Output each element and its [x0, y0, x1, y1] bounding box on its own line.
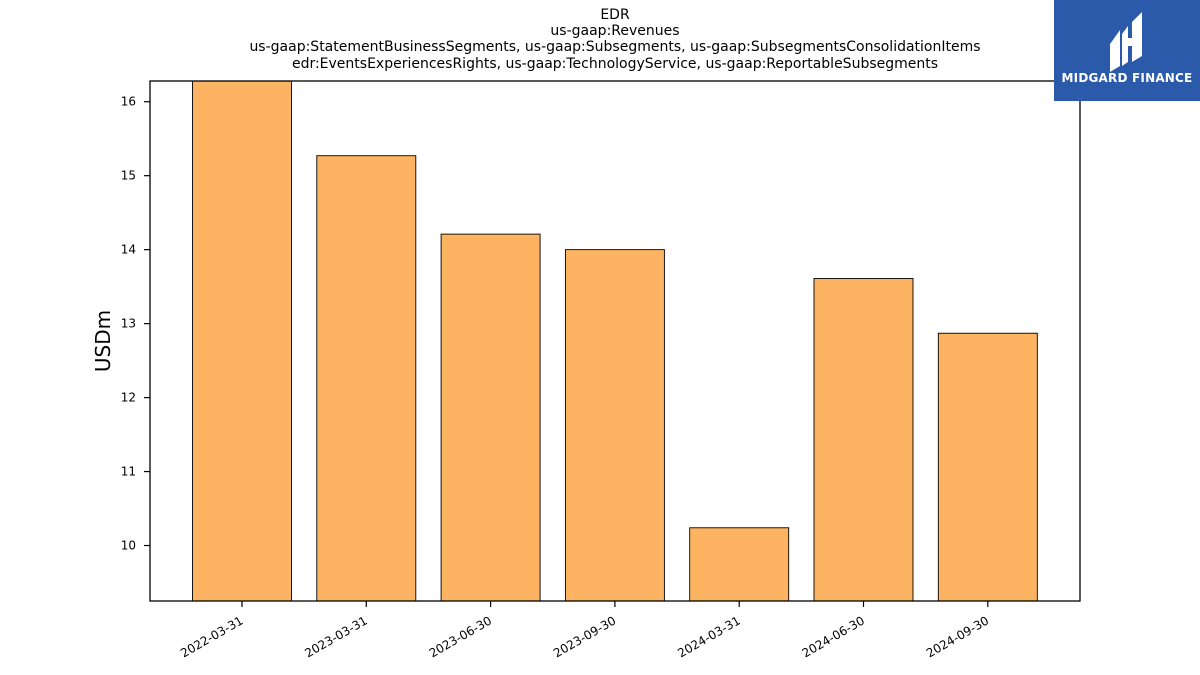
y-axis: 10 11 12 13 14 15 16: [121, 95, 150, 553]
x-axis: 2022-03-31 2023-03-31 2023-06-30 2023-09-30…: [178, 601, 991, 660]
bar: [440, 233, 541, 602]
chart-title-line: EDR: [600, 7, 630, 23]
bar-group: [192, 80, 1038, 602]
logo-text: MIDGARD FINANCE: [1061, 71, 1193, 85]
bar: [937, 332, 1038, 602]
x-tick-label: 2023-03-31: [302, 613, 369, 660]
y-tick-label: 12: [121, 391, 136, 405]
y-tick-label: 16: [121, 95, 136, 109]
x-tick-label: 2022-03-31: [178, 613, 245, 660]
y-tick-label: 14: [121, 243, 136, 257]
midgard-finance-logo: MIDGARD FINANCE: [1054, 0, 1200, 101]
bar: [316, 155, 417, 602]
x-tick-label: 2024-09-30: [924, 613, 991, 660]
bar: [192, 80, 292, 602]
y-tick-label: 11: [121, 465, 136, 479]
x-tick-label: 2024-03-31: [675, 613, 742, 660]
bar: [689, 527, 790, 602]
x-tick-label: 2023-06-30: [427, 613, 494, 660]
chart-title-line: us-gaap:StatementBusinessSegments, us-ga…: [249, 39, 981, 55]
y-tick-label: 10: [121, 539, 136, 553]
y-tick-label: 13: [121, 317, 136, 331]
midgard-logo-icon: [1110, 12, 1142, 72]
x-tick-label: 2024-06-30: [800, 613, 867, 660]
y-tick-label: 15: [121, 169, 136, 183]
y-axis-label: USDm: [91, 310, 115, 372]
bar: [813, 278, 914, 602]
chart-title-line: us-gaap:Revenues: [550, 23, 680, 39]
bar: [564, 249, 665, 602]
chart-title-line: edr:EventsExperiencesRights, us-gaap:Tec…: [291, 56, 939, 72]
x-tick-label: 2023-09-30: [551, 613, 618, 660]
